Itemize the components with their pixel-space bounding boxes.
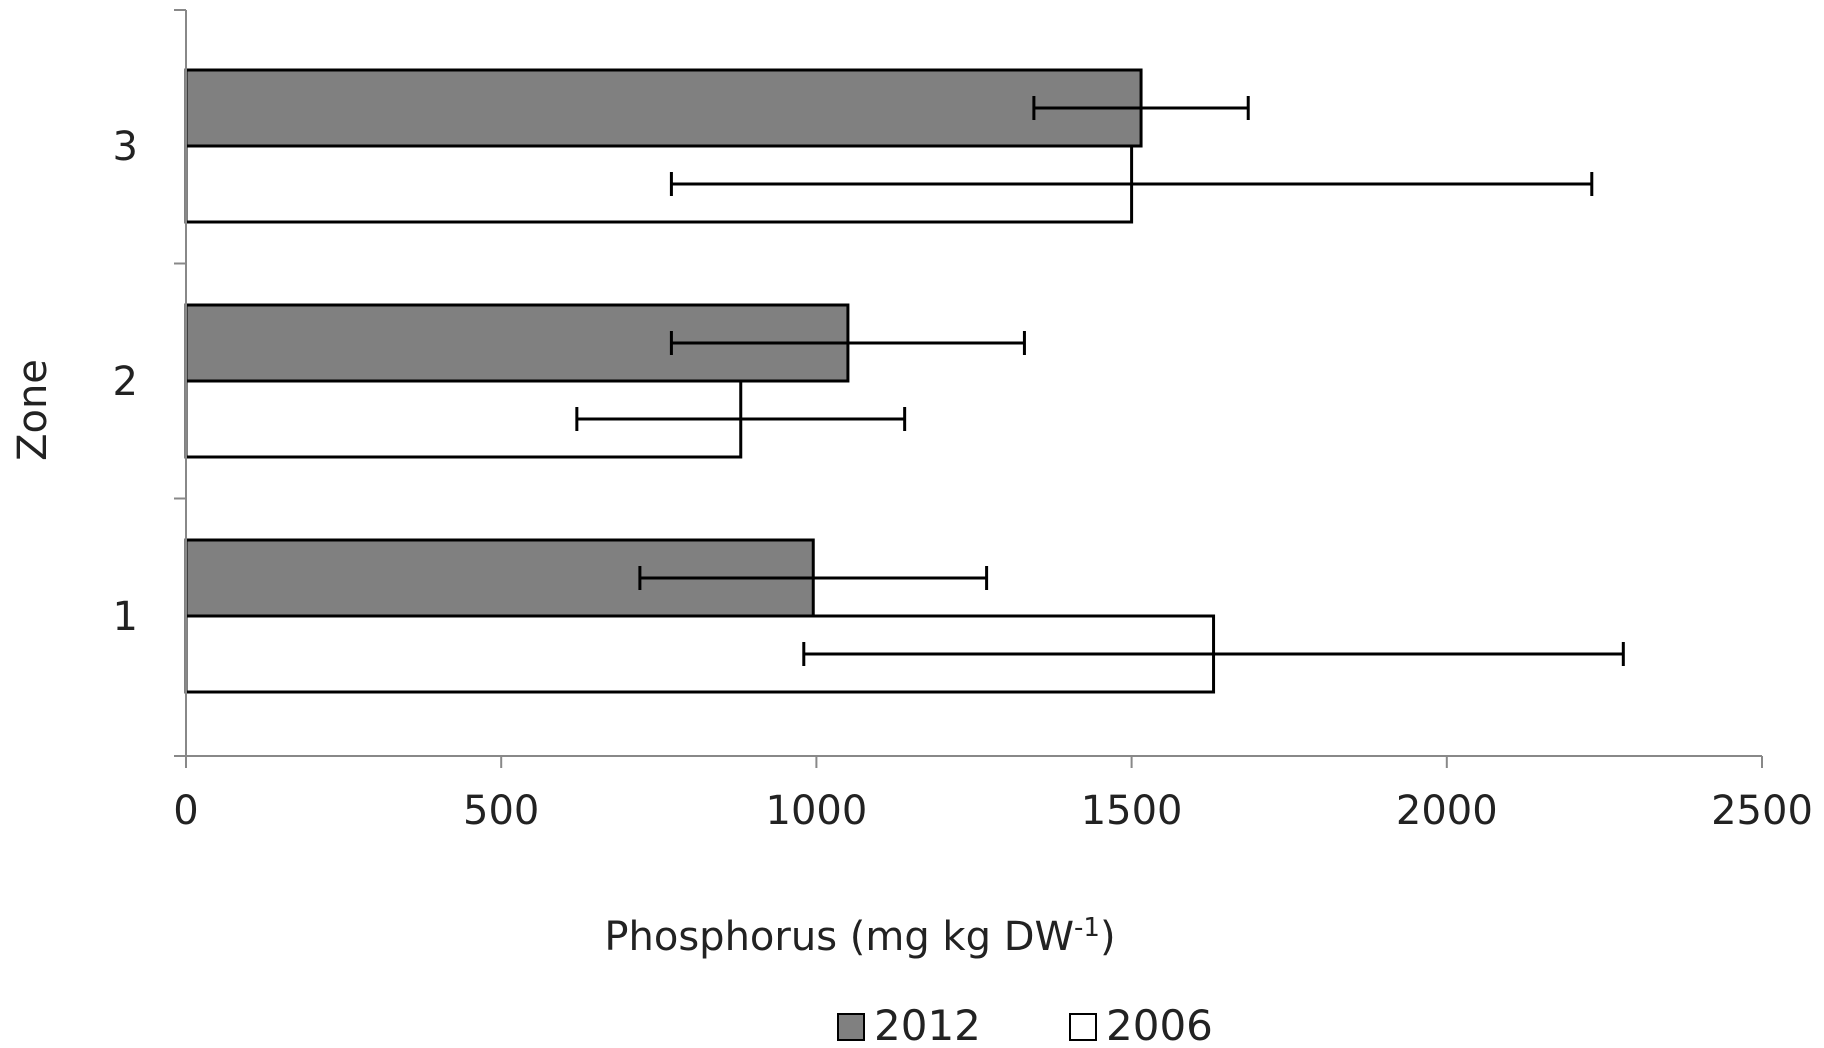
x-axis-title-suffix: ) xyxy=(1100,914,1116,960)
plot-area xyxy=(184,68,1625,694)
x-tick-label: 2500 xyxy=(1711,788,1813,834)
legend: 2012 2006 xyxy=(837,1001,1213,1048)
y-axis-title: Zone xyxy=(10,359,56,461)
legend-label-2006: 2006 xyxy=(1106,1001,1213,1048)
x-axis-title-main: Phosphorus (mg kg DW xyxy=(604,914,1074,960)
y-tick-label: 3 xyxy=(113,124,138,170)
y-tick-label: 2 xyxy=(113,359,138,405)
legend-label-2012: 2012 xyxy=(874,1001,981,1048)
x-tick-label: 0 xyxy=(173,788,198,834)
legend-swatch-2006 xyxy=(1069,1013,1097,1041)
x-tick-label: 2000 xyxy=(1396,788,1498,834)
y-tick-label: 1 xyxy=(113,594,138,640)
axes: 0 500 1000 1500 2000 2500 1 2 3 xyxy=(113,9,1813,834)
x-axis-title-superscript: -1 xyxy=(1074,913,1100,943)
x-tick-label: 500 xyxy=(463,788,539,834)
legend-swatch-2012 xyxy=(837,1013,865,1041)
x-axis-title: Phosphorus (mg kg DW-1) xyxy=(604,913,1115,960)
x-tick-label: 1000 xyxy=(766,788,868,834)
x-tick-label: 1500 xyxy=(1081,788,1183,834)
bar-2012-zone-3 xyxy=(184,68,1143,148)
